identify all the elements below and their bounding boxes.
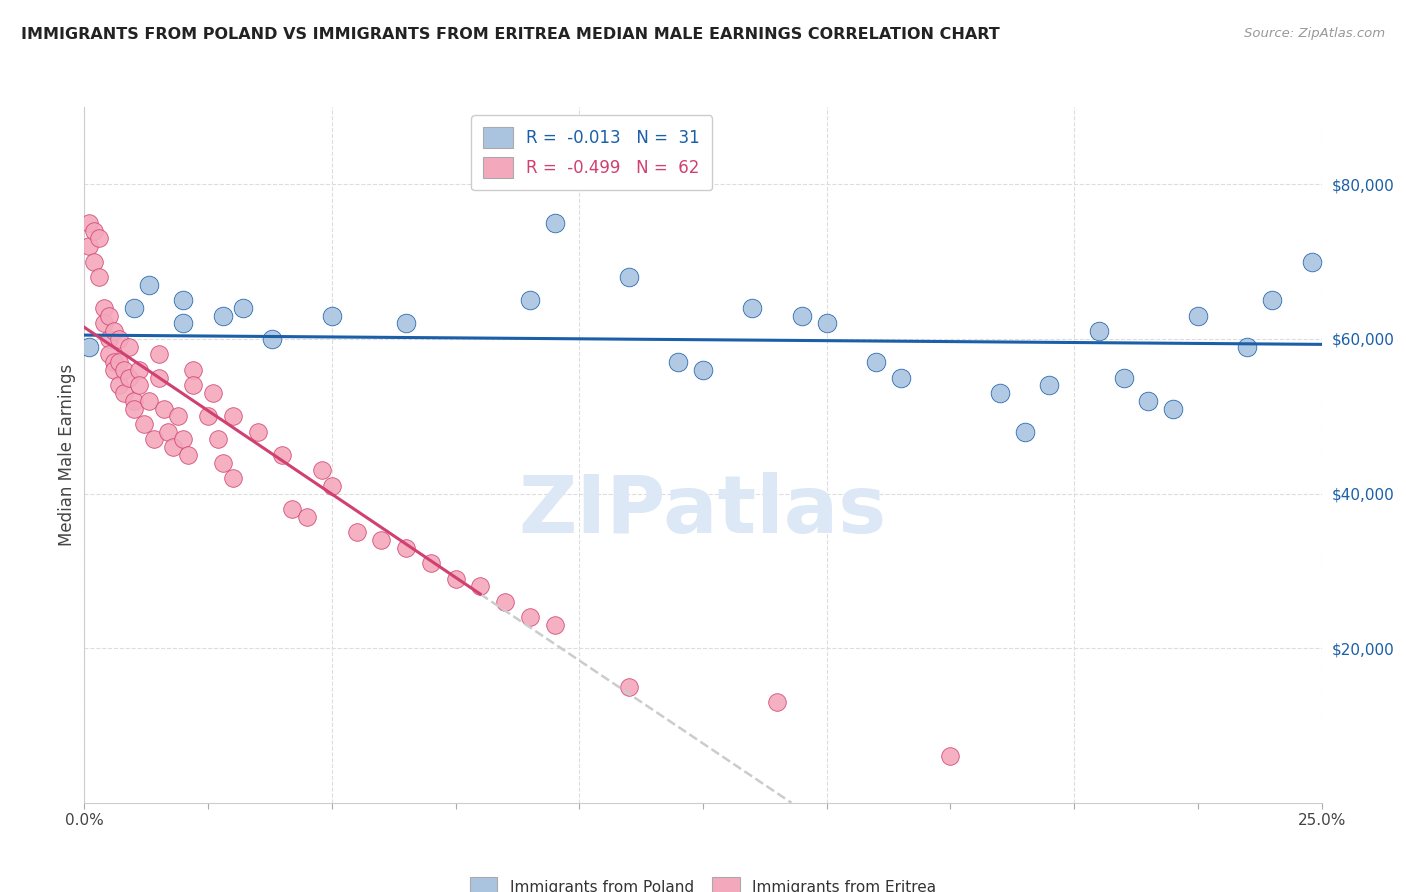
Point: [142, 433, 165, 447]
Point: [1261, 293, 1284, 308]
Point: [617, 270, 640, 285]
Point: [232, 301, 254, 315]
Point: [692, 363, 714, 377]
Point: [138, 393, 160, 408]
Point: [1137, 393, 1160, 408]
Legend: Immigrants from Poland, Immigrants from Eritrea: Immigrants from Poland, Immigrants from …: [463, 870, 943, 892]
Point: [128, 363, 150, 377]
Point: [172, 317, 194, 331]
Point: [118, 370, 141, 384]
Point: [98, 332, 121, 346]
Point: [207, 433, 229, 447]
Point: [815, 317, 838, 331]
Point: [93, 301, 115, 315]
Point: [311, 463, 333, 477]
Point: [939, 749, 962, 764]
Point: [112, 363, 135, 377]
Point: [865, 355, 887, 369]
Point: [346, 525, 368, 540]
Point: [181, 378, 204, 392]
Point: [295, 509, 318, 524]
Point: [519, 610, 541, 624]
Point: [1236, 340, 1258, 354]
Point: [470, 579, 492, 593]
Point: [1161, 401, 1184, 416]
Point: [122, 401, 145, 416]
Point: [444, 572, 467, 586]
Point: [543, 216, 565, 230]
Text: IMMIGRANTS FROM POLAND VS IMMIGRANTS FROM ERITREA MEDIAN MALE EARNINGS CORRELATI: IMMIGRANTS FROM POLAND VS IMMIGRANTS FRO…: [21, 27, 1000, 42]
Text: Source: ZipAtlas.com: Source: ZipAtlas.com: [1244, 27, 1385, 40]
Point: [1014, 425, 1036, 439]
Point: [103, 363, 125, 377]
Point: [128, 378, 150, 392]
Point: [108, 355, 131, 369]
Point: [172, 433, 194, 447]
Point: [181, 363, 204, 377]
Point: [93, 317, 115, 331]
Point: [1187, 309, 1209, 323]
Point: [890, 370, 912, 384]
Point: [202, 386, 225, 401]
Point: [395, 541, 418, 555]
Point: [321, 309, 343, 323]
Point: [132, 417, 155, 431]
Point: [988, 386, 1011, 401]
Point: [177, 448, 200, 462]
Point: [666, 355, 689, 369]
Point: [790, 309, 813, 323]
Point: [281, 502, 304, 516]
Point: [1301, 254, 1323, 268]
Point: [212, 456, 235, 470]
Point: [1038, 378, 1060, 392]
Point: [79, 340, 101, 354]
Point: [89, 231, 111, 245]
Point: [617, 680, 640, 694]
Point: [89, 270, 111, 285]
Point: [212, 309, 235, 323]
Point: [519, 293, 541, 308]
Point: [118, 340, 141, 354]
Point: [370, 533, 392, 547]
Point: [197, 409, 219, 424]
Point: [494, 595, 516, 609]
Point: [222, 471, 245, 485]
Point: [148, 347, 170, 361]
Point: [543, 618, 565, 632]
Point: [122, 301, 145, 315]
Point: [148, 370, 170, 384]
Point: [108, 378, 131, 392]
Point: [83, 224, 105, 238]
Point: [83, 254, 105, 268]
Point: [741, 301, 763, 315]
Point: [395, 317, 418, 331]
Point: [138, 277, 160, 292]
Point: [152, 401, 174, 416]
Point: [112, 386, 135, 401]
Point: [98, 309, 121, 323]
Point: [321, 479, 343, 493]
Y-axis label: Median Male Earnings: Median Male Earnings: [58, 364, 76, 546]
Point: [103, 324, 125, 338]
Point: [262, 332, 284, 346]
Point: [103, 355, 125, 369]
Point: [766, 695, 789, 709]
Point: [271, 448, 294, 462]
Point: [122, 393, 145, 408]
Point: [98, 347, 121, 361]
Point: [1112, 370, 1135, 384]
Point: [1088, 324, 1111, 338]
Point: [79, 239, 101, 253]
Text: ZIPatlas: ZIPatlas: [519, 472, 887, 549]
Point: [246, 425, 269, 439]
Point: [172, 293, 194, 308]
Point: [167, 409, 190, 424]
Point: [157, 425, 180, 439]
Point: [222, 409, 245, 424]
Point: [79, 216, 101, 230]
Point: [162, 440, 184, 454]
Point: [108, 332, 131, 346]
Point: [419, 556, 441, 570]
